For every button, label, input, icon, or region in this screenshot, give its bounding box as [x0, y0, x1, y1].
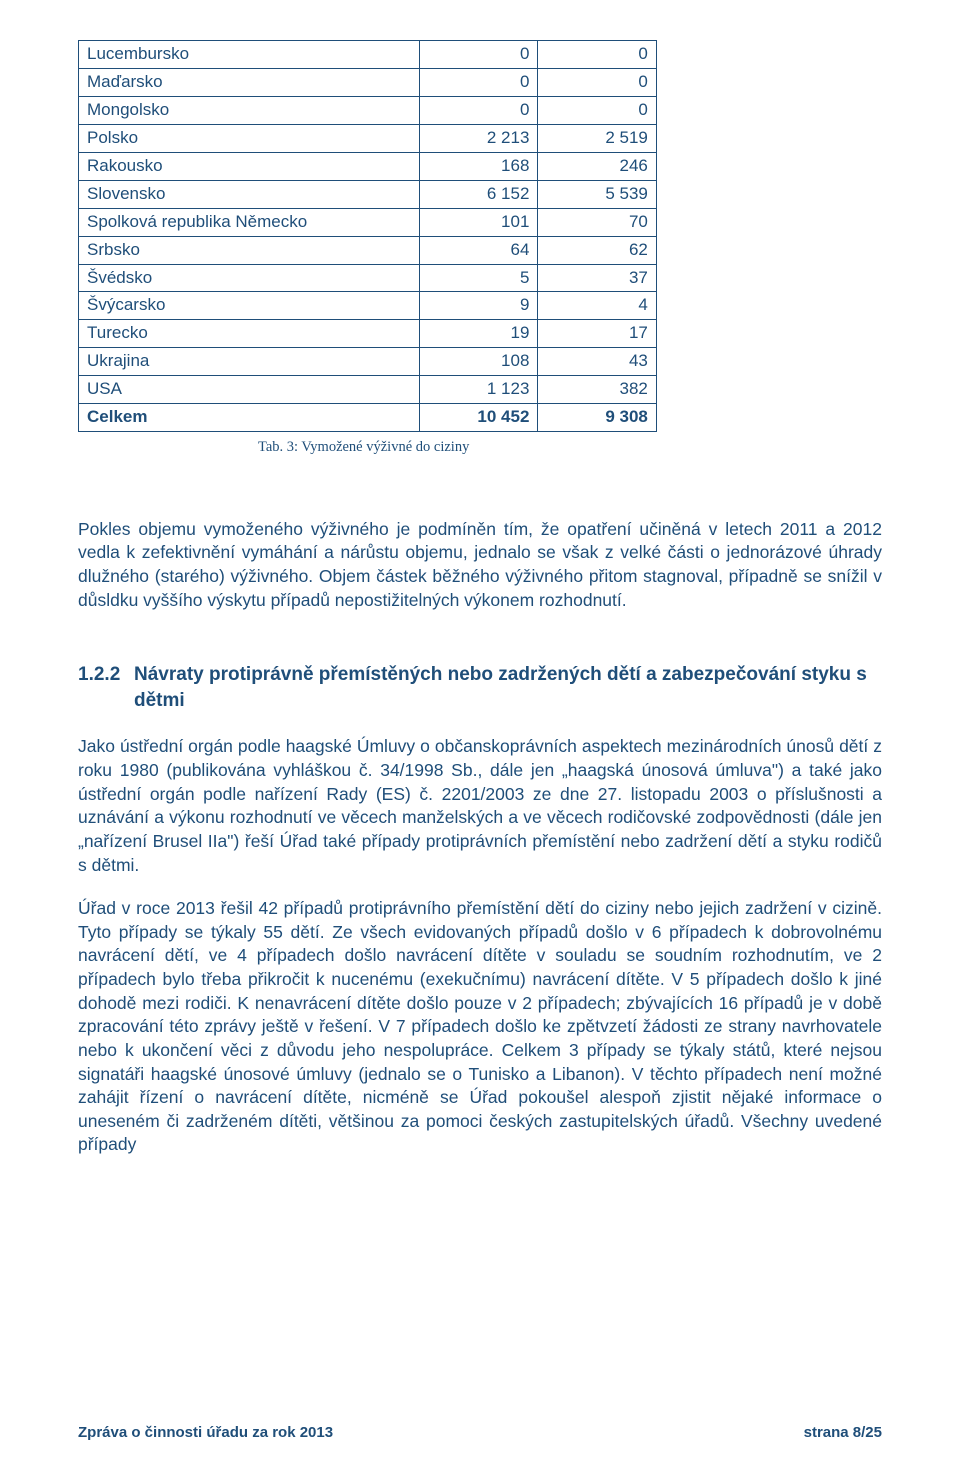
cell-country: Maďarsko — [79, 68, 420, 96]
cell-country: Švédsko — [79, 264, 420, 292]
cell-country: Ukrajina — [79, 348, 420, 376]
cell-country: Mongolsko — [79, 96, 420, 124]
section-title: Návraty protiprávně přemístěných nebo za… — [134, 662, 882, 713]
table-row: Maďarsko00 — [79, 68, 657, 96]
table-row: Turecko1917 — [79, 320, 657, 348]
table-row: Ukrajina10843 — [79, 348, 657, 376]
cell-value-2: 246 — [538, 152, 656, 180]
table-caption: Tab. 3: Vymožené výživné do ciziny — [258, 438, 882, 458]
table-row: Srbsko6462 — [79, 236, 657, 264]
cell-country: Rakousko — [79, 152, 420, 180]
cell-value-1: 64 — [419, 236, 537, 264]
footer-right: strana 8/25 — [804, 1423, 882, 1443]
cell-total-1: 10 452 — [419, 404, 537, 432]
paragraph-intro: Pokles objemu vymoženého výživného je po… — [78, 518, 882, 613]
cell-value-1: 0 — [419, 68, 537, 96]
section-heading: 1.2.2 Návraty protiprávně přemístěných n… — [78, 662, 882, 713]
footer-left: Zpráva o činnosti úřadu za rok 2013 — [78, 1423, 333, 1443]
cell-country: Spolková republika Německo — [79, 208, 420, 236]
table-row: Lucembursko00 — [79, 41, 657, 69]
cell-value-2: 43 — [538, 348, 656, 376]
cell-value-1: 101 — [419, 208, 537, 236]
cell-total-2: 9 308 — [538, 404, 656, 432]
cell-value-1: 2 213 — [419, 124, 537, 152]
cell-value-2: 4 — [538, 292, 656, 320]
cell-value-2: 382 — [538, 376, 656, 404]
cell-value-1: 1 123 — [419, 376, 537, 404]
table-row: Polsko2 2132 519 — [79, 124, 657, 152]
cell-value-2: 70 — [538, 208, 656, 236]
cell-country: Srbsko — [79, 236, 420, 264]
cell-value-2: 17 — [538, 320, 656, 348]
cell-value-1: 19 — [419, 320, 537, 348]
section-number: 1.2.2 — [78, 662, 134, 688]
cell-value-2: 62 — [538, 236, 656, 264]
cell-value-1: 6 152 — [419, 180, 537, 208]
paragraph-cases: Úřad v roce 2013 řešil 42 případů protip… — [78, 897, 882, 1157]
cell-value-1: 108 — [419, 348, 537, 376]
cell-value-1: 0 — [419, 41, 537, 69]
cell-value-1: 168 — [419, 152, 537, 180]
cell-value-2: 0 — [538, 68, 656, 96]
cell-value-1: 5 — [419, 264, 537, 292]
maintenance-table: Lucembursko00Maďarsko00Mongolsko00Polsko… — [78, 40, 657, 432]
cell-country: Švýcarsko — [79, 292, 420, 320]
document-page: Lucembursko00Maďarsko00Mongolsko00Polsko… — [0, 0, 960, 1467]
table-row: Rakousko168246 — [79, 152, 657, 180]
table-row: Spolková republika Německo10170 — [79, 208, 657, 236]
cell-value-2: 0 — [538, 96, 656, 124]
cell-country: Slovensko — [79, 180, 420, 208]
table-row: Švédsko537 — [79, 264, 657, 292]
cell-value-1: 9 — [419, 292, 537, 320]
cell-value-2: 37 — [538, 264, 656, 292]
cell-country: Lucembursko — [79, 41, 420, 69]
table-row: Mongolsko00 — [79, 96, 657, 124]
page-footer: Zpráva o činnosti úřadu za rok 2013 stra… — [78, 1423, 882, 1443]
table-row: USA1 123382 — [79, 376, 657, 404]
table-row-total: Celkem10 4529 308 — [79, 404, 657, 432]
paragraph-legal: Jako ústřední orgán podle haagské Úmluvy… — [78, 735, 882, 877]
cell-country: USA — [79, 376, 420, 404]
cell-value-2: 5 539 — [538, 180, 656, 208]
table-row: Slovensko6 1525 539 — [79, 180, 657, 208]
cell-country: Turecko — [79, 320, 420, 348]
cell-value-1: 0 — [419, 96, 537, 124]
table-row: Švýcarsko94 — [79, 292, 657, 320]
cell-value-2: 2 519 — [538, 124, 656, 152]
cell-country: Polsko — [79, 124, 420, 152]
cell-total-label: Celkem — [79, 404, 420, 432]
cell-value-2: 0 — [538, 41, 656, 69]
